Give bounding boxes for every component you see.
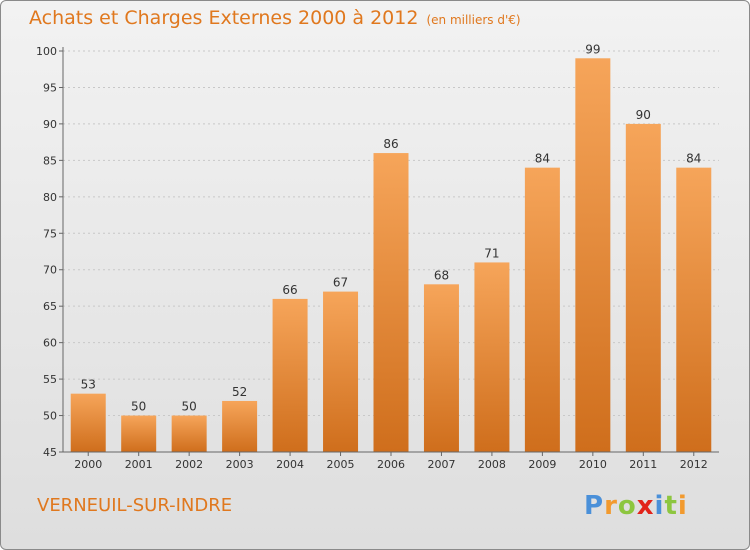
chart-subtitle: (en milliers d'€)	[426, 13, 521, 27]
x-tick-label: 2005	[327, 458, 355, 471]
x-tick-label: 2002	[175, 458, 203, 471]
y-tick-label: 75	[43, 227, 57, 240]
data-labels: 53 50 50 52 66 67 86 68 71 84 99 90 84	[81, 42, 702, 413]
bar	[373, 153, 409, 452]
chart-title-text: Achats et Charges Externes 2000 à 2012	[29, 7, 419, 29]
proxiti-logo: Proxiti	[584, 491, 688, 521]
bar	[524, 167, 560, 452]
x-tick-label: 2007	[427, 458, 455, 471]
bar	[625, 123, 661, 452]
axes: 45 50 55 60 65 70 75 80 85 90 95 100 2000 2001 2002 200…	[36, 45, 719, 471]
x-tick-label: 2010	[579, 458, 607, 471]
y-tick-label: 85	[43, 154, 57, 167]
data-label: 86	[383, 137, 398, 151]
x-tick-label: 2004	[276, 458, 304, 471]
x-tick-label: 2000	[74, 458, 102, 471]
x-tick-label: 2008	[478, 458, 506, 471]
bar	[121, 415, 157, 452]
commune-name: VERNEUIL-SUR-INDRE	[37, 495, 233, 516]
data-label: 53	[81, 378, 96, 392]
bar	[676, 167, 712, 452]
y-tick-label: 70	[43, 264, 57, 277]
data-label: 71	[484, 246, 499, 260]
y-tick-label: 100	[36, 45, 57, 58]
data-label: 66	[282, 283, 297, 297]
bar	[423, 284, 459, 452]
y-tick-label: 55	[43, 373, 57, 386]
x-tick-label: 2012	[680, 458, 708, 471]
data-label: 99	[585, 42, 600, 56]
x-tick-label: 2011	[629, 458, 657, 471]
data-label: 67	[333, 276, 348, 290]
y-tick-label: 65	[43, 300, 57, 313]
bar	[474, 262, 510, 452]
y-tick-label: 60	[43, 337, 57, 350]
bar	[575, 58, 611, 453]
bar	[171, 415, 207, 452]
x-tick-label: 2001	[125, 458, 153, 471]
data-label: 68	[434, 268, 449, 282]
logo-letter: P	[584, 491, 605, 521]
bars	[70, 58, 712, 453]
bar	[272, 298, 308, 452]
logo-letter: t	[664, 491, 678, 521]
y-tick-label: 90	[43, 118, 57, 131]
data-label: 84	[686, 152, 701, 166]
x-tick-label: 2003	[226, 458, 254, 471]
y-tick-label: 45	[43, 446, 57, 459]
logo-letter: o	[617, 491, 637, 521]
data-label: 52	[232, 385, 247, 399]
bar	[222, 400, 258, 452]
data-label: 90	[636, 108, 651, 122]
y-tick-label: 80	[43, 191, 57, 204]
logo-letter: r	[604, 491, 618, 521]
x-tick-label: 2009	[528, 458, 556, 471]
logo-letter: x	[636, 491, 655, 521]
bar	[323, 291, 359, 452]
data-label: 84	[535, 152, 550, 166]
x-tick-label: 2006	[377, 458, 405, 471]
y-tick-label: 50	[43, 410, 57, 423]
chart-title: Achats et Charges Externes 2000 à 2012 (e…	[29, 7, 521, 29]
data-label: 50	[131, 400, 146, 414]
logo-letter: i	[677, 491, 688, 521]
y-tick-label: 95	[43, 81, 57, 94]
bar	[70, 393, 106, 452]
logo-letter: i	[654, 491, 665, 521]
data-label: 50	[182, 400, 197, 414]
